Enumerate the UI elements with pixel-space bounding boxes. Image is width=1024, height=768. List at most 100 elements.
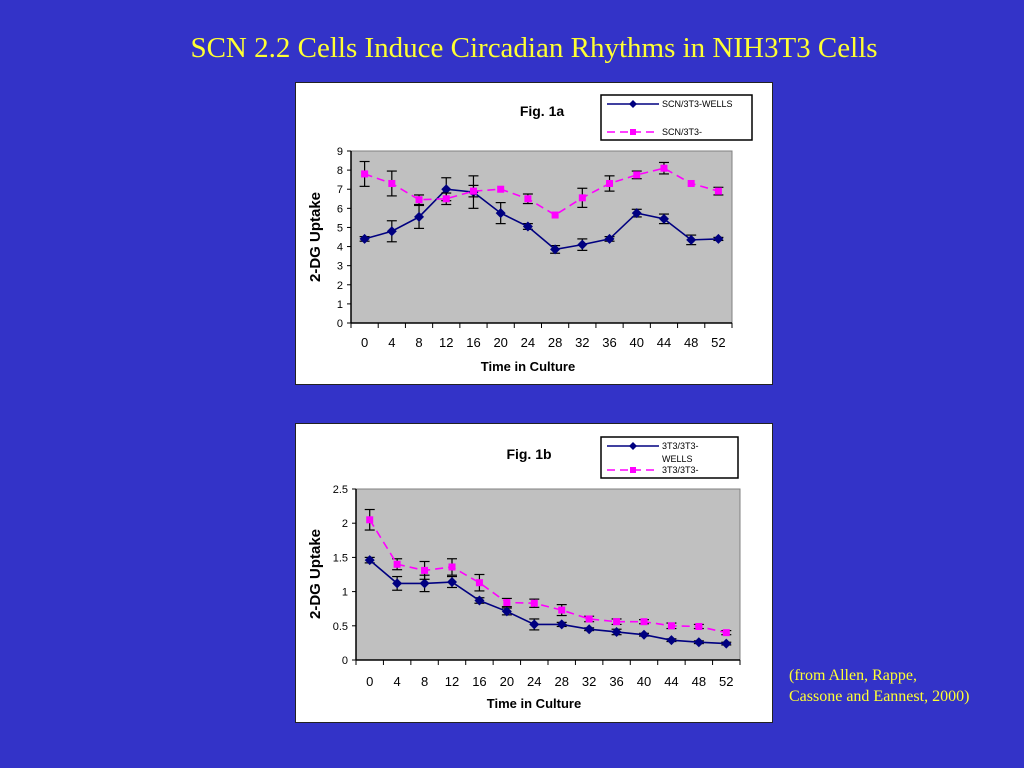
data-point	[393, 560, 401, 568]
data-point	[501, 606, 512, 617]
x-tick-label: 36	[609, 674, 623, 689]
x-tick-label: 16	[472, 674, 486, 689]
legend-label: 3T3/3T3-	[662, 441, 699, 451]
data-point	[495, 208, 506, 219]
y-tick-label: 9	[337, 146, 343, 158]
y-tick-label: 2.5	[333, 484, 348, 496]
data-point	[693, 637, 704, 648]
data-point	[550, 244, 561, 255]
x-tick-label: 12	[439, 335, 453, 350]
data-point	[503, 599, 511, 607]
x-tick-label: 12	[445, 674, 459, 689]
x-tick-label: 24	[527, 674, 541, 689]
y-tick-label: 1	[337, 299, 343, 311]
y-tick-label: 7	[337, 184, 343, 196]
data-point	[359, 233, 370, 244]
x-tick-label: 52	[711, 335, 725, 350]
y-tick-label: 2	[342, 518, 348, 530]
legend-label: SCN/3T3-WELLS	[662, 99, 733, 109]
x-tick-label: 28	[548, 335, 562, 350]
x-tick-label: 20	[493, 335, 507, 350]
figure-1a: 0 1 2 3 4 5 6 7 8 9 0 4 8 12 16 20 24 28 32 36 40 44 48 52 Fig. …	[295, 82, 773, 385]
y-tick-label: 2	[337, 280, 343, 292]
y-axis-label: 2-DG Uptake	[307, 529, 324, 619]
data-point	[633, 171, 641, 179]
data-point	[714, 187, 722, 195]
series-line	[369, 519, 727, 634]
x-tick-label: 44	[657, 335, 671, 350]
legend-box	[600, 436, 739, 479]
data-point	[441, 184, 452, 195]
data-point	[604, 233, 615, 244]
data-point	[639, 629, 649, 640]
legend-swatch-marker	[629, 100, 637, 108]
x-tick-label: 48	[684, 335, 698, 350]
x-tick-label: 16	[466, 335, 480, 350]
data-point	[611, 626, 622, 637]
data-point	[524, 195, 532, 203]
data-point	[530, 599, 538, 607]
y-tick-label: 5	[337, 222, 343, 234]
x-tick-label: 40	[630, 335, 644, 350]
y-tick-label: 1	[342, 587, 348, 599]
x-tick-label: 4	[388, 335, 395, 350]
data-point	[469, 187, 477, 195]
data-point	[388, 179, 396, 187]
y-tick-label: 0.5	[333, 621, 348, 633]
data-point	[606, 179, 614, 187]
y-tick-label: 3	[337, 261, 343, 273]
legend-label: 3T3/3T3-	[662, 465, 699, 475]
chart-title: Fig. 1b	[506, 446, 551, 462]
data-point	[713, 233, 724, 244]
data-point	[666, 635, 677, 646]
legend-label: WELLS	[662, 454, 693, 464]
data-point	[721, 638, 732, 649]
x-axis-label: Time in Culture	[487, 696, 581, 711]
data-point	[419, 578, 430, 589]
data-point	[558, 606, 566, 614]
x-tick-label: 8	[415, 335, 422, 350]
data-point	[687, 179, 695, 187]
data-point	[421, 566, 429, 574]
x-tick-label: 32	[582, 674, 596, 689]
figure-1b: 0 0.5 1 1.5 2 2.5 0 4 8 12 16 20 24 28 32 36 40 44 48 52 Fig…	[295, 423, 773, 723]
plot-area	[355, 488, 741, 661]
data-point	[386, 226, 397, 237]
chart-title: Fig. 1a	[520, 103, 565, 119]
data-point	[722, 629, 730, 637]
data-point	[658, 213, 669, 224]
data-point	[529, 619, 540, 630]
data-point	[414, 211, 425, 222]
x-tick-label: 52	[719, 674, 733, 689]
data-point	[613, 618, 621, 626]
data-point	[475, 579, 483, 587]
x-tick-label: 0	[366, 674, 373, 689]
citation-line-2: Cassone and Eannest, 2000)	[789, 688, 970, 705]
x-tick-label: 48	[692, 674, 706, 689]
y-tick-label: 1.5	[333, 552, 348, 564]
data-point	[667, 622, 675, 630]
x-tick-label: 24	[521, 335, 535, 350]
y-tick-label: 0	[342, 655, 348, 667]
data-point	[660, 164, 668, 172]
y-tick-label: 0	[337, 318, 343, 330]
data-point	[474, 595, 485, 606]
data-point	[551, 211, 559, 219]
data-point	[415, 196, 423, 204]
slide-title: SCN 2.2 Cells Induce Circadian Rhythms i…	[190, 32, 878, 64]
data-point	[522, 221, 533, 232]
legend-swatch-marker	[630, 467, 636, 473]
data-point	[392, 578, 403, 589]
legend-swatch-marker	[629, 442, 637, 450]
x-tick-label: 0	[361, 335, 368, 350]
x-tick-label: 28	[554, 674, 568, 689]
data-point	[497, 185, 505, 193]
legend-swatch-marker	[630, 129, 636, 135]
x-tick-label: 40	[637, 674, 651, 689]
data-point	[585, 615, 593, 623]
data-point	[584, 624, 595, 635]
citation: (from Allen, Rappe, Cassone and Eannest,…	[789, 665, 969, 707]
x-tick-label: 32	[575, 335, 589, 350]
x-tick-label: 4	[394, 674, 401, 689]
